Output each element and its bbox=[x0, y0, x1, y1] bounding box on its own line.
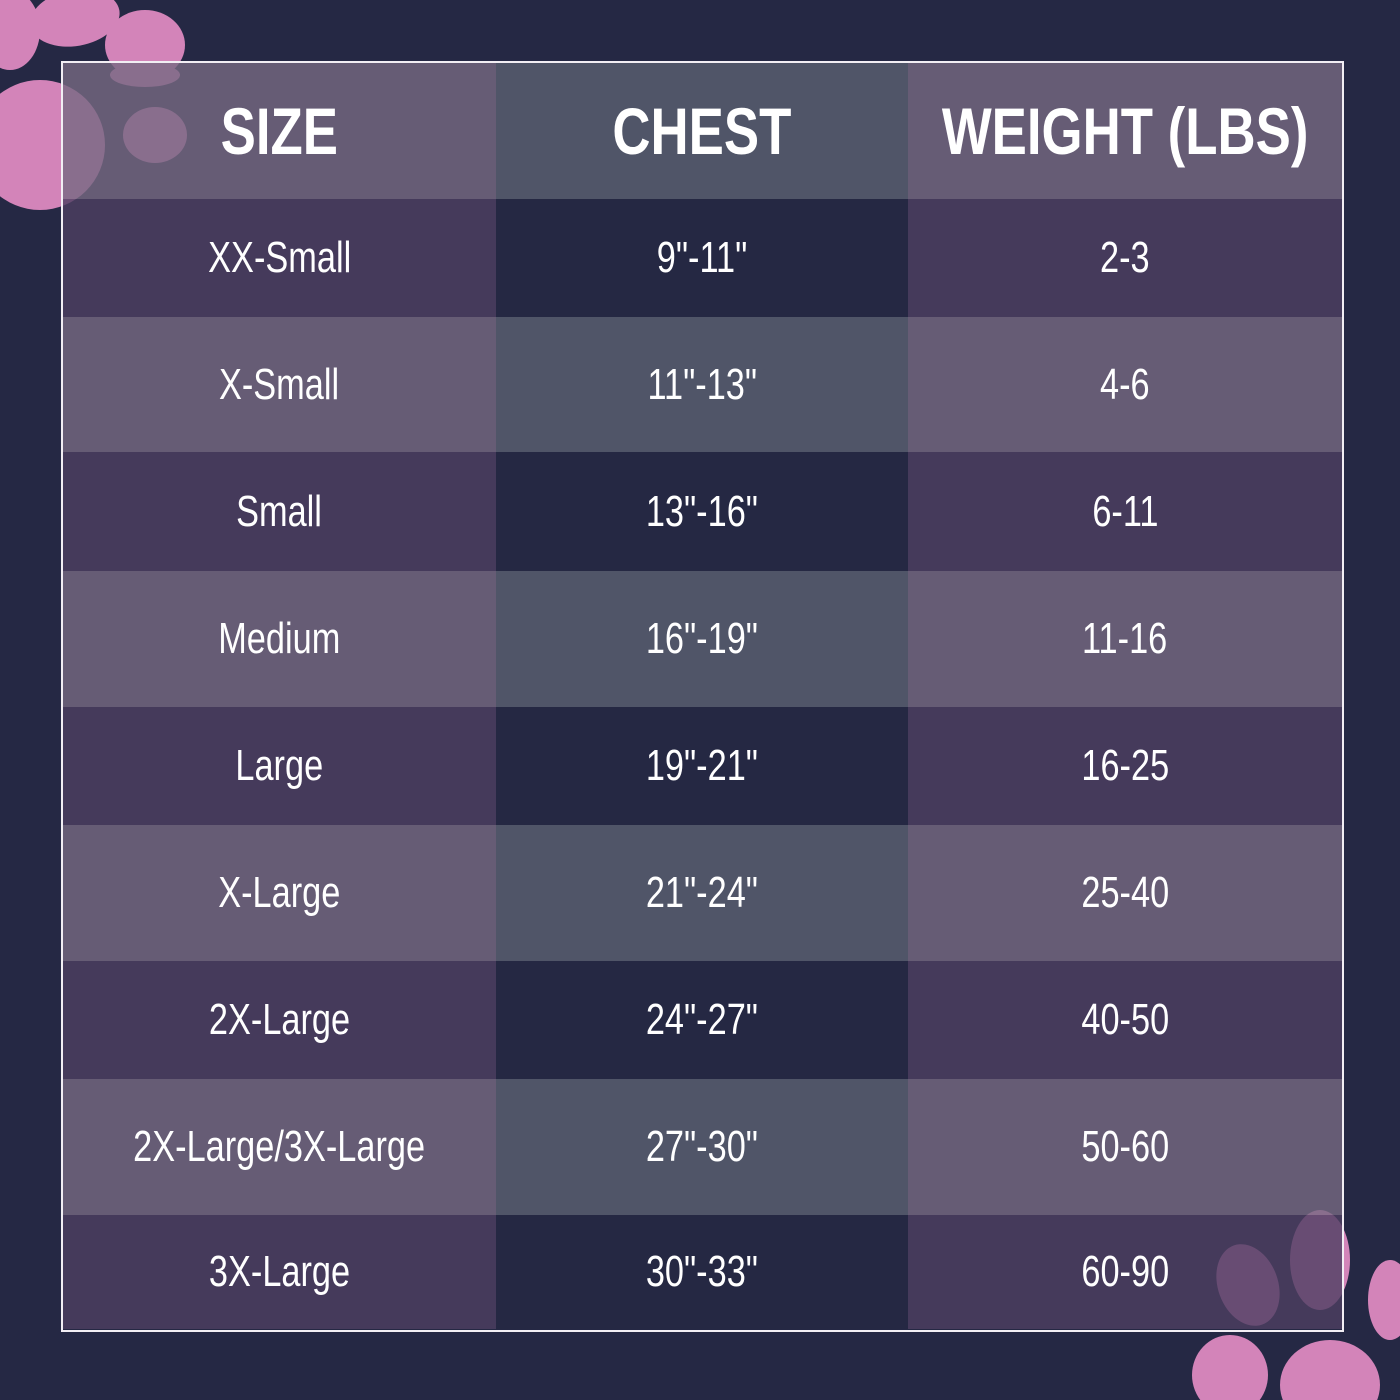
cell-value: 40-50 bbox=[1081, 995, 1169, 1044]
cell-value: 19"-21" bbox=[645, 741, 759, 790]
cell-value: 60-90 bbox=[1081, 1247, 1169, 1296]
cell-value: Large bbox=[235, 741, 324, 790]
cell-value: 50-60 bbox=[1081, 1122, 1169, 1171]
cell-chest: 13"-16" bbox=[496, 452, 908, 571]
cell-weight: 2-3 bbox=[908, 199, 1342, 317]
cell-weight: 16-25 bbox=[908, 707, 1342, 825]
cell-value: 4-6 bbox=[1100, 359, 1150, 409]
cell-value: 27"-30" bbox=[645, 1122, 759, 1171]
cell-value: 2X-Large/3X-Large bbox=[133, 1122, 426, 1171]
cell-chest: 9"-11" bbox=[496, 199, 908, 317]
cell-weight: 25-40 bbox=[908, 825, 1342, 961]
cell-value: 11"-13" bbox=[647, 359, 757, 409]
cell-weight: 4-6 bbox=[908, 317, 1342, 452]
cell-weight: 6-11 bbox=[908, 452, 1342, 571]
cell-size: XX-Small bbox=[63, 199, 496, 317]
cell-size: Small bbox=[63, 452, 496, 571]
cell-value: 24"-27" bbox=[645, 995, 759, 1044]
size-chart-table: SIZE CHEST WEIGHT (LBS) XX-Small 9"-11" 2-3 X-… bbox=[61, 61, 1344, 1332]
cell-value: 25-40 bbox=[1081, 868, 1169, 917]
cell-value: 21"-24" bbox=[645, 868, 759, 917]
cell-chest: 24"-27" bbox=[496, 961, 908, 1079]
cell-value: 3X-Large bbox=[208, 1247, 351, 1296]
cell-value: 11-16 bbox=[1082, 614, 1168, 663]
cell-size: 2X-Large/3X-Large bbox=[63, 1079, 496, 1215]
cell-value: Medium bbox=[218, 614, 341, 663]
cell-size: Large bbox=[63, 707, 496, 825]
cell-value: 30"-33" bbox=[645, 1247, 759, 1296]
cell-chest: 30"-33" bbox=[496, 1215, 908, 1329]
cell-chest: 11"-13" bbox=[496, 317, 908, 452]
cell-value: 9"-11" bbox=[656, 233, 748, 282]
cell-weight: 40-50 bbox=[908, 961, 1342, 1079]
cell-weight: 60-90 bbox=[908, 1215, 1342, 1329]
cell-value: XX-Small bbox=[207, 233, 352, 282]
cell-chest: 27"-30" bbox=[496, 1079, 908, 1215]
header-chest: CHEST bbox=[496, 63, 908, 199]
cell-size: Medium bbox=[63, 571, 496, 707]
cell-weight: 11-16 bbox=[908, 571, 1342, 707]
cell-chest: 16"-19" bbox=[496, 571, 908, 707]
cell-value: 16"-19" bbox=[645, 614, 759, 663]
cell-chest: 19"-21" bbox=[496, 707, 908, 825]
cell-size: 2X-Large bbox=[63, 961, 496, 1079]
cell-value: 6-11 bbox=[1091, 486, 1159, 536]
header-label: WEIGHT (LBS) bbox=[941, 94, 1309, 168]
cell-size: 3X-Large bbox=[63, 1215, 496, 1329]
cell-value: 13"-16" bbox=[645, 486, 759, 536]
cell-chest: 21"-24" bbox=[496, 825, 908, 961]
cell-value: 2-3 bbox=[1100, 233, 1150, 282]
cell-value: 16-25 bbox=[1081, 741, 1169, 790]
header-label: SIZE bbox=[220, 94, 339, 168]
cell-value: X-Small bbox=[219, 359, 340, 409]
cell-size: X-Small bbox=[63, 317, 496, 452]
header-size: SIZE bbox=[63, 63, 496, 199]
cell-size: X-Large bbox=[63, 825, 496, 961]
header-label: CHEST bbox=[612, 94, 792, 168]
cell-value: X-Large bbox=[218, 868, 341, 917]
cell-value: 2X-Large bbox=[208, 995, 351, 1044]
cell-value: Small bbox=[236, 486, 323, 536]
header-weight: WEIGHT (LBS) bbox=[908, 63, 1342, 199]
cell-weight: 50-60 bbox=[908, 1079, 1342, 1215]
